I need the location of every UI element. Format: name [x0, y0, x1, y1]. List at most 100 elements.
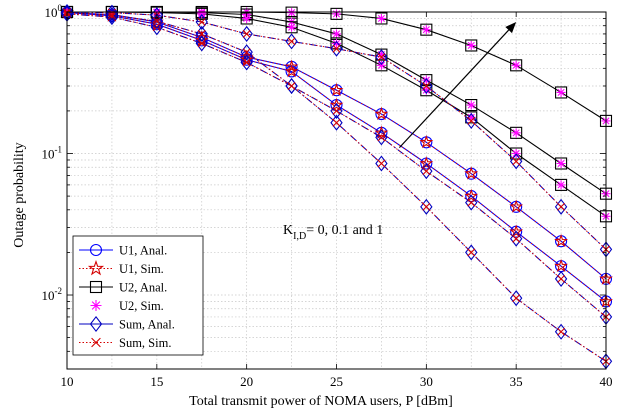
data-point-sim [512, 294, 521, 303]
data-point-anal [195, 7, 208, 20]
data-point-sim [466, 100, 476, 110]
legend-marker [89, 280, 103, 294]
data-point-anal [509, 290, 523, 307]
data-point-anal [375, 59, 388, 72]
x-tick-label: 20 [240, 374, 253, 389]
data-point-sim [422, 202, 431, 211]
data-point-anal [240, 54, 253, 71]
data-point-sim [242, 58, 251, 67]
data-point-anal [554, 323, 568, 340]
data-point-anal [285, 33, 298, 50]
data-point-anal [465, 244, 478, 261]
data-point-sim [419, 135, 434, 149]
legend-marker [90, 300, 102, 311]
legend-entry: Sum, Sim. [79, 336, 171, 350]
data-point-sim [509, 224, 524, 238]
x-tick-label: 10 [61, 374, 74, 389]
data-point-anal [465, 111, 478, 124]
y-tick-base: 10 [45, 5, 58, 20]
series-sim-line [66, 12, 607, 280]
data-point-sim [284, 59, 299, 73]
data-point-sim [554, 233, 569, 248]
data-point-anal [375, 155, 388, 172]
data-point-anal [375, 129, 388, 146]
legend-marker [87, 259, 105, 276]
y-tick-label: 10-2 [42, 286, 63, 303]
data-point-sim [466, 40, 476, 50]
data-point-sim [374, 106, 389, 120]
legend-entry: U1, Anal. [79, 244, 167, 258]
data-point-sim [376, 13, 386, 23]
data-point-sim [556, 158, 566, 168]
data-point-sim [509, 199, 524, 213]
data-point-anal [465, 99, 478, 112]
data-point-anal [510, 126, 523, 139]
data-point-sim [329, 97, 344, 111]
legend-marker [89, 315, 103, 333]
x-tick-label: 15 [150, 374, 163, 389]
series-sum-k1 [60, 4, 613, 370]
data-point-anal [465, 39, 478, 52]
data-point-sim [197, 9, 207, 19]
data-point-anal [509, 230, 523, 247]
data-point-sim [107, 11, 116, 20]
data-point-sim [512, 234, 521, 243]
legend-entry: U2, Sim. [90, 299, 164, 313]
x-tick-label: 25 [330, 374, 343, 389]
data-point-anal [240, 25, 253, 42]
legend-marker [91, 337, 101, 348]
data-point-sim [332, 29, 341, 39]
data-point-sim [421, 75, 431, 85]
data-point-anal [105, 7, 119, 24]
data-point-sim [152, 17, 161, 26]
data-point-anal [150, 19, 164, 36]
data-point-sim [464, 188, 479, 203]
data-point-sim [287, 82, 296, 90]
annotation-arrow [398, 29, 510, 149]
data-point-sim [557, 202, 566, 211]
legend-label: U1, Anal. [119, 244, 167, 258]
data-point-sim [197, 29, 206, 38]
data-point-anal [555, 157, 568, 170]
x-axis-label: Total transmit power of NOMA users, P [d… [189, 394, 453, 409]
data-point-anal [150, 13, 164, 30]
data-point-sim [511, 60, 521, 70]
y-tick-label: 100 [45, 3, 63, 20]
data-point-anal [420, 163, 433, 180]
data-point-anal [510, 147, 523, 160]
data-point-anal [330, 7, 343, 20]
data-point-anal [420, 77, 433, 95]
data-point-sim [242, 48, 251, 57]
y-tick-label: 10-1 [42, 145, 63, 162]
data-point-sim [556, 87, 566, 97]
data-point-sim [466, 112, 476, 122]
legend-label: U1, Sim. [119, 262, 164, 276]
data-point-sim [287, 8, 297, 18]
legend-label: Sum, Sim. [119, 336, 171, 350]
data-point-anal [465, 112, 478, 129]
annotation-prefix: K [283, 223, 293, 238]
data-point-sim [421, 85, 431, 95]
legend-label: U2, Sim. [119, 299, 164, 313]
data-point-anal [105, 4, 119, 21]
annotation-text: KI,D= 0, 0.1 and 1 [283, 223, 383, 242]
data-point-anal [375, 49, 388, 66]
data-point-sim [512, 157, 521, 166]
data-point-sim [197, 39, 206, 48]
data-point-anal [285, 77, 298, 95]
data-point-sim [557, 274, 566, 283]
data-point-sim [422, 82, 431, 90]
data-point-sim [377, 53, 386, 62]
data-point-sim [464, 166, 479, 180]
legend-label: Sum, Anal. [119, 318, 175, 332]
data-point-sim [242, 13, 252, 23]
y-tick-exponent: -1 [55, 145, 63, 155]
annotation-body: = 0, 0.1 and 1 [306, 223, 383, 238]
x-tick-label: 30 [420, 374, 433, 389]
data-point-sim [374, 125, 389, 139]
y-tick-base: 10 [42, 288, 55, 303]
data-point-anal [554, 270, 568, 287]
data-point-anal [420, 23, 433, 36]
